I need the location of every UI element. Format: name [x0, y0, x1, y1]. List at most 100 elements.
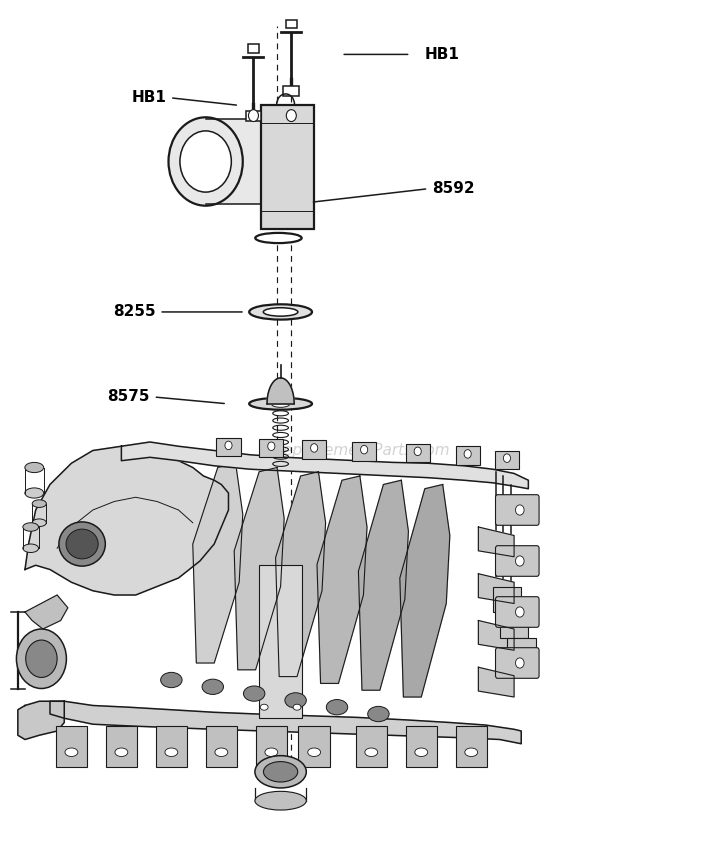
Bar	[286, 20, 297, 28]
Ellipse shape	[65, 748, 78, 756]
Bar	[206, 119, 293, 204]
Circle shape	[180, 131, 231, 192]
Bar	[259, 439, 283, 457]
Ellipse shape	[59, 522, 106, 566]
Polygon shape	[234, 468, 284, 670]
Bar	[352, 442, 376, 461]
Ellipse shape	[202, 679, 223, 694]
Ellipse shape	[161, 672, 182, 688]
Bar	[406, 726, 437, 767]
Ellipse shape	[32, 500, 46, 507]
Bar	[456, 446, 480, 465]
Ellipse shape	[25, 488, 44, 498]
Text: 8575: 8575	[107, 389, 150, 405]
Bar	[500, 612, 528, 638]
Bar	[406, 444, 430, 462]
Circle shape	[16, 629, 66, 688]
Ellipse shape	[415, 748, 428, 756]
Ellipse shape	[249, 398, 312, 410]
Circle shape	[414, 447, 421, 456]
Ellipse shape	[243, 686, 265, 701]
Circle shape	[169, 117, 243, 206]
FancyBboxPatch shape	[496, 546, 539, 576]
Polygon shape	[193, 463, 243, 663]
Ellipse shape	[308, 748, 321, 756]
Ellipse shape	[293, 704, 301, 711]
Text: eReplacementParts.com: eReplacementParts.com	[263, 443, 451, 458]
Ellipse shape	[365, 748, 378, 756]
Text: 8592: 8592	[432, 181, 475, 196]
Bar	[456, 726, 487, 767]
Ellipse shape	[326, 700, 348, 715]
Circle shape	[503, 454, 511, 462]
Polygon shape	[50, 701, 521, 744]
Ellipse shape	[32, 518, 46, 527]
Circle shape	[516, 505, 524, 515]
Circle shape	[225, 441, 232, 450]
Polygon shape	[18, 701, 64, 740]
Bar	[493, 586, 521, 612]
Bar	[507, 638, 536, 663]
Bar	[495, 450, 519, 469]
Circle shape	[286, 110, 296, 122]
Ellipse shape	[165, 748, 178, 756]
Ellipse shape	[271, 400, 290, 407]
Bar	[248, 44, 259, 53]
FancyBboxPatch shape	[496, 648, 539, 678]
Polygon shape	[478, 527, 514, 557]
Polygon shape	[25, 446, 228, 595]
Ellipse shape	[263, 308, 298, 316]
Polygon shape	[317, 476, 367, 683]
Bar	[259, 565, 302, 718]
Circle shape	[26, 640, 57, 677]
Ellipse shape	[215, 748, 228, 756]
Bar	[216, 438, 241, 456]
Bar	[156, 726, 187, 767]
Bar	[106, 726, 137, 767]
FancyBboxPatch shape	[496, 495, 539, 525]
Ellipse shape	[256, 233, 302, 243]
Bar	[356, 726, 387, 767]
Polygon shape	[478, 574, 514, 603]
Circle shape	[516, 607, 524, 617]
Polygon shape	[478, 620, 514, 650]
Polygon shape	[400, 484, 450, 697]
Ellipse shape	[115, 748, 128, 756]
Circle shape	[516, 658, 524, 668]
Ellipse shape	[249, 304, 312, 320]
Polygon shape	[25, 595, 68, 629]
Text: HB1: HB1	[425, 47, 460, 62]
Polygon shape	[276, 472, 326, 677]
Bar	[298, 726, 330, 767]
Polygon shape	[478, 667, 514, 697]
Ellipse shape	[25, 462, 44, 473]
Bar	[246, 110, 261, 121]
Ellipse shape	[255, 756, 306, 788]
Ellipse shape	[66, 529, 98, 559]
Polygon shape	[267, 378, 294, 404]
Ellipse shape	[23, 544, 39, 552]
Circle shape	[516, 556, 524, 566]
Bar	[206, 726, 237, 767]
Bar	[56, 726, 87, 767]
Circle shape	[311, 444, 318, 452]
Ellipse shape	[263, 762, 298, 782]
Circle shape	[268, 442, 275, 450]
Ellipse shape	[265, 748, 278, 756]
Ellipse shape	[255, 791, 306, 810]
Bar	[283, 86, 299, 96]
Ellipse shape	[368, 706, 389, 722]
Circle shape	[361, 445, 368, 454]
Ellipse shape	[260, 704, 268, 711]
Bar	[302, 440, 326, 459]
Circle shape	[248, 110, 258, 122]
Ellipse shape	[465, 748, 478, 756]
Ellipse shape	[285, 693, 306, 708]
Text: 8255: 8255	[113, 304, 156, 320]
Bar	[261, 105, 314, 230]
Circle shape	[464, 450, 471, 458]
Bar	[256, 726, 287, 767]
Polygon shape	[358, 480, 408, 690]
Polygon shape	[121, 442, 528, 489]
Ellipse shape	[23, 523, 39, 531]
